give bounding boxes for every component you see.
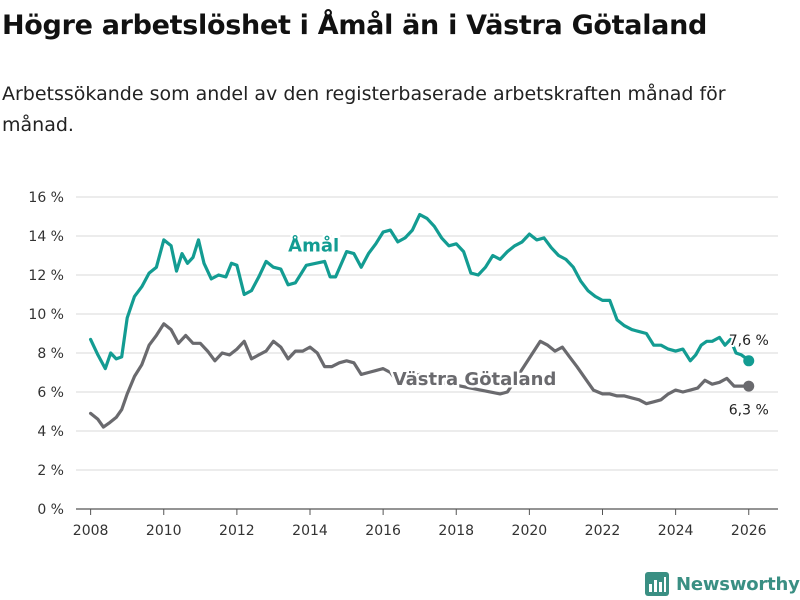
series-label-vastra-gotaland: Västra Götaland: [393, 369, 557, 390]
x-tick-label: 2024: [658, 523, 694, 539]
x-tick-label: 2012: [219, 523, 255, 539]
bar-chart-logo-icon: [645, 572, 669, 596]
newsworthy-brand[interactable]: Newsworthy: [644, 570, 800, 598]
x-tick-label: 2014: [292, 523, 328, 539]
chart-subtitle: Arbetssökande som andel av den registerb…: [2, 83, 726, 136]
series-line-amal: [89, 213, 751, 371]
end-value-label-vastra-gotaland: 6,3 %: [729, 403, 769, 419]
x-tick-label: 2008: [73, 523, 109, 539]
y-tick-label: 16 %: [28, 190, 64, 206]
x-tick-label: 2026: [731, 523, 767, 539]
y-tick-label: 12 %: [28, 268, 64, 284]
x-tick-label: 2010: [146, 523, 182, 539]
y-axis: 0 % 2 % 4 % 6 % 8 % 10 % 12 % 14 % 16 %: [28, 190, 64, 518]
y-tick-label: 10 %: [28, 307, 64, 323]
chart-title: Högre arbetslöshet i Åmål än i Västra Gö…: [2, 10, 708, 41]
y-tick-label: 2 %: [37, 463, 64, 479]
x-tick-label: 2022: [585, 523, 621, 539]
y-tick-label: 0 %: [37, 502, 64, 518]
y-tick-label: 14 %: [28, 229, 64, 245]
series-labels: Åmål Västra Götaland 7,6 % 6,3 %: [286, 231, 771, 420]
y-tick-label: 4 %: [37, 424, 64, 440]
y-tick-label: 8 %: [37, 346, 64, 362]
gridlines: [76, 196, 778, 510]
x-tick-label: 2016: [365, 523, 401, 539]
series-line-vastra-gotaland: [89, 322, 751, 429]
end-point-vastra-gotaland: [743, 380, 755, 392]
y-tick-label: 6 %: [37, 385, 64, 401]
end-point-amal: [743, 355, 755, 367]
series-lines: [89, 213, 755, 429]
brand-name: Newsworthy: [676, 573, 800, 595]
x-tick-label: 2018: [438, 523, 474, 539]
x-tick-label: 2020: [512, 523, 548, 539]
x-axis: 2008 2010 2012 2014 2016 2018 2020 2022 2024 2026: [73, 509, 767, 539]
series-label-amal: Åmål: [288, 234, 339, 257]
end-value-label-amal: 7,6 %: [729, 333, 769, 349]
